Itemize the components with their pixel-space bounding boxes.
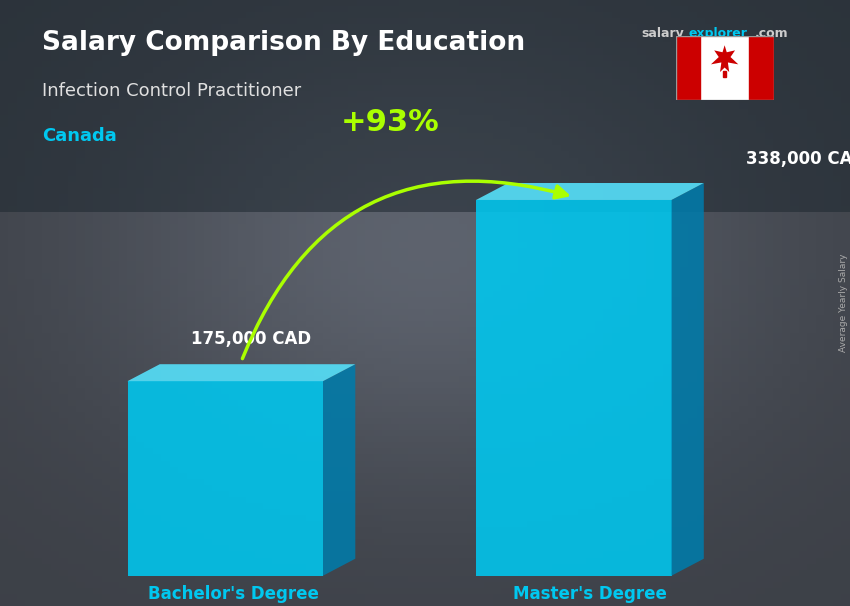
Polygon shape bbox=[672, 183, 704, 576]
Polygon shape bbox=[128, 364, 355, 381]
Text: explorer: explorer bbox=[688, 27, 747, 40]
Polygon shape bbox=[128, 381, 323, 576]
Text: Bachelor's Degree: Bachelor's Degree bbox=[148, 585, 319, 603]
Polygon shape bbox=[0, 0, 850, 212]
Text: +93%: +93% bbox=[341, 108, 440, 137]
Text: 175,000 CAD: 175,000 CAD bbox=[190, 330, 311, 348]
Bar bbox=[676, 36, 700, 100]
Polygon shape bbox=[323, 364, 355, 576]
Text: 338,000 CAD: 338,000 CAD bbox=[746, 150, 850, 168]
Text: Average Yearly Salary: Average Yearly Salary bbox=[839, 254, 847, 352]
Polygon shape bbox=[476, 183, 704, 200]
Text: salary: salary bbox=[642, 27, 684, 40]
Polygon shape bbox=[476, 200, 672, 576]
Text: Salary Comparison By Education: Salary Comparison By Education bbox=[42, 30, 525, 56]
Text: Master's Degree: Master's Degree bbox=[513, 585, 667, 603]
Polygon shape bbox=[711, 45, 739, 72]
Text: .com: .com bbox=[755, 27, 789, 40]
Text: Canada: Canada bbox=[42, 127, 117, 145]
Bar bbox=[749, 36, 774, 100]
Text: Infection Control Practitioner: Infection Control Practitioner bbox=[42, 82, 302, 100]
Bar bbox=[723, 72, 726, 77]
